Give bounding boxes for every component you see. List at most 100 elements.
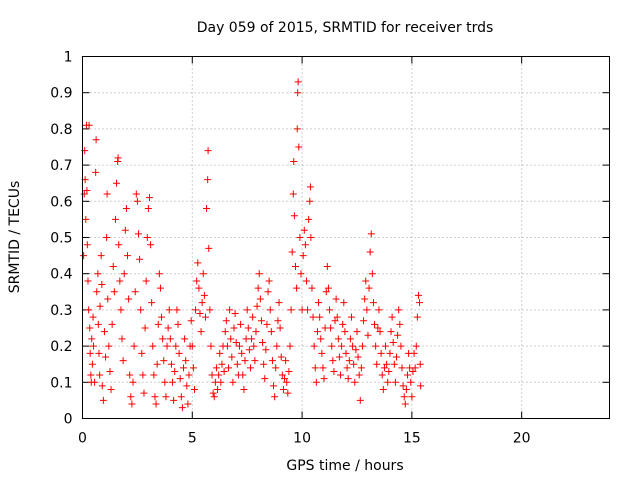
data-point xyxy=(204,176,212,184)
data-point xyxy=(268,357,276,365)
data-point xyxy=(353,328,361,336)
data-point xyxy=(142,277,150,285)
data-point xyxy=(338,342,346,350)
data-point xyxy=(272,364,280,372)
data-point xyxy=(252,328,260,336)
data-point xyxy=(291,262,299,270)
data-point xyxy=(310,342,318,350)
data-point xyxy=(337,371,345,379)
data-point xyxy=(412,342,420,350)
data-point xyxy=(251,357,259,365)
data-point xyxy=(364,331,372,339)
data-point xyxy=(144,205,152,213)
y-tick-label: 0.8 xyxy=(50,122,72,138)
data-point xyxy=(94,270,102,278)
data-point xyxy=(124,252,132,260)
data-point xyxy=(388,313,396,321)
data-point xyxy=(238,349,246,357)
data-point xyxy=(236,342,244,350)
data-point xyxy=(345,357,353,365)
data-point xyxy=(217,378,225,386)
data-point xyxy=(229,378,237,386)
data-point xyxy=(328,342,336,350)
data-point xyxy=(347,313,355,321)
data-point xyxy=(361,295,369,303)
data-point xyxy=(128,400,136,408)
data-point xyxy=(297,270,305,278)
data-point xyxy=(220,367,228,375)
data-point xyxy=(366,248,374,256)
data-point xyxy=(207,342,215,350)
data-point xyxy=(171,367,179,375)
data-point xyxy=(159,335,167,343)
data-point xyxy=(98,281,106,289)
data-point xyxy=(92,136,100,144)
data-point xyxy=(245,346,253,354)
data-point xyxy=(145,194,153,202)
data-point xyxy=(132,190,140,198)
chart-title: Day 059 of 2015, SRMTID for receiver trd… xyxy=(197,20,494,36)
data-point xyxy=(271,393,279,401)
data-point xyxy=(163,342,171,350)
data-point xyxy=(377,349,385,357)
data-point xyxy=(118,335,126,343)
data-point xyxy=(408,393,416,401)
data-point xyxy=(93,288,101,296)
data-point xyxy=(172,342,180,350)
data-point xyxy=(161,378,169,386)
plot-frame xyxy=(82,56,610,419)
data-point xyxy=(103,234,111,241)
data-point xyxy=(401,400,409,408)
data-point xyxy=(190,386,198,394)
data-point xyxy=(376,328,384,336)
data-point xyxy=(96,302,104,310)
data-point xyxy=(396,320,404,328)
data-point xyxy=(414,291,422,299)
data-point xyxy=(199,270,207,278)
x-tick-label: 20 xyxy=(513,431,531,447)
data-point xyxy=(416,299,424,307)
data-point xyxy=(296,234,304,241)
data-point xyxy=(306,183,314,191)
data-point xyxy=(197,328,205,336)
data-point xyxy=(181,335,189,343)
data-point xyxy=(180,364,188,372)
data-point xyxy=(115,241,123,249)
data-point xyxy=(379,386,387,394)
data-point xyxy=(87,371,95,379)
data-point xyxy=(410,349,418,357)
data-point xyxy=(126,371,134,379)
data-point xyxy=(275,299,283,307)
data-point xyxy=(384,378,392,386)
data-point xyxy=(104,295,112,303)
data-point xyxy=(264,288,272,296)
data-point xyxy=(352,346,360,354)
data-point xyxy=(402,386,410,394)
data-point xyxy=(182,357,190,365)
data-point xyxy=(276,324,284,332)
data-point xyxy=(411,364,419,372)
data-point xyxy=(129,378,137,386)
data-point xyxy=(121,226,129,234)
data-point xyxy=(323,262,331,270)
data-point xyxy=(333,313,341,321)
data-point xyxy=(183,382,191,390)
data-point xyxy=(382,342,390,350)
data-point xyxy=(398,364,406,372)
data-point xyxy=(83,241,91,249)
data-point xyxy=(273,342,281,350)
data-point xyxy=(80,190,88,198)
data-point xyxy=(203,205,211,213)
data-point xyxy=(391,378,399,386)
data-point xyxy=(89,342,97,350)
data-point xyxy=(111,215,119,223)
data-point xyxy=(194,259,202,267)
data-point xyxy=(417,382,425,390)
data-point xyxy=(167,360,175,368)
data-point xyxy=(119,357,127,365)
data-point xyxy=(363,306,371,314)
data-point xyxy=(153,360,161,368)
data-point xyxy=(349,342,357,350)
y-tick-label: 0.1 xyxy=(50,375,72,391)
data-point xyxy=(149,342,157,350)
